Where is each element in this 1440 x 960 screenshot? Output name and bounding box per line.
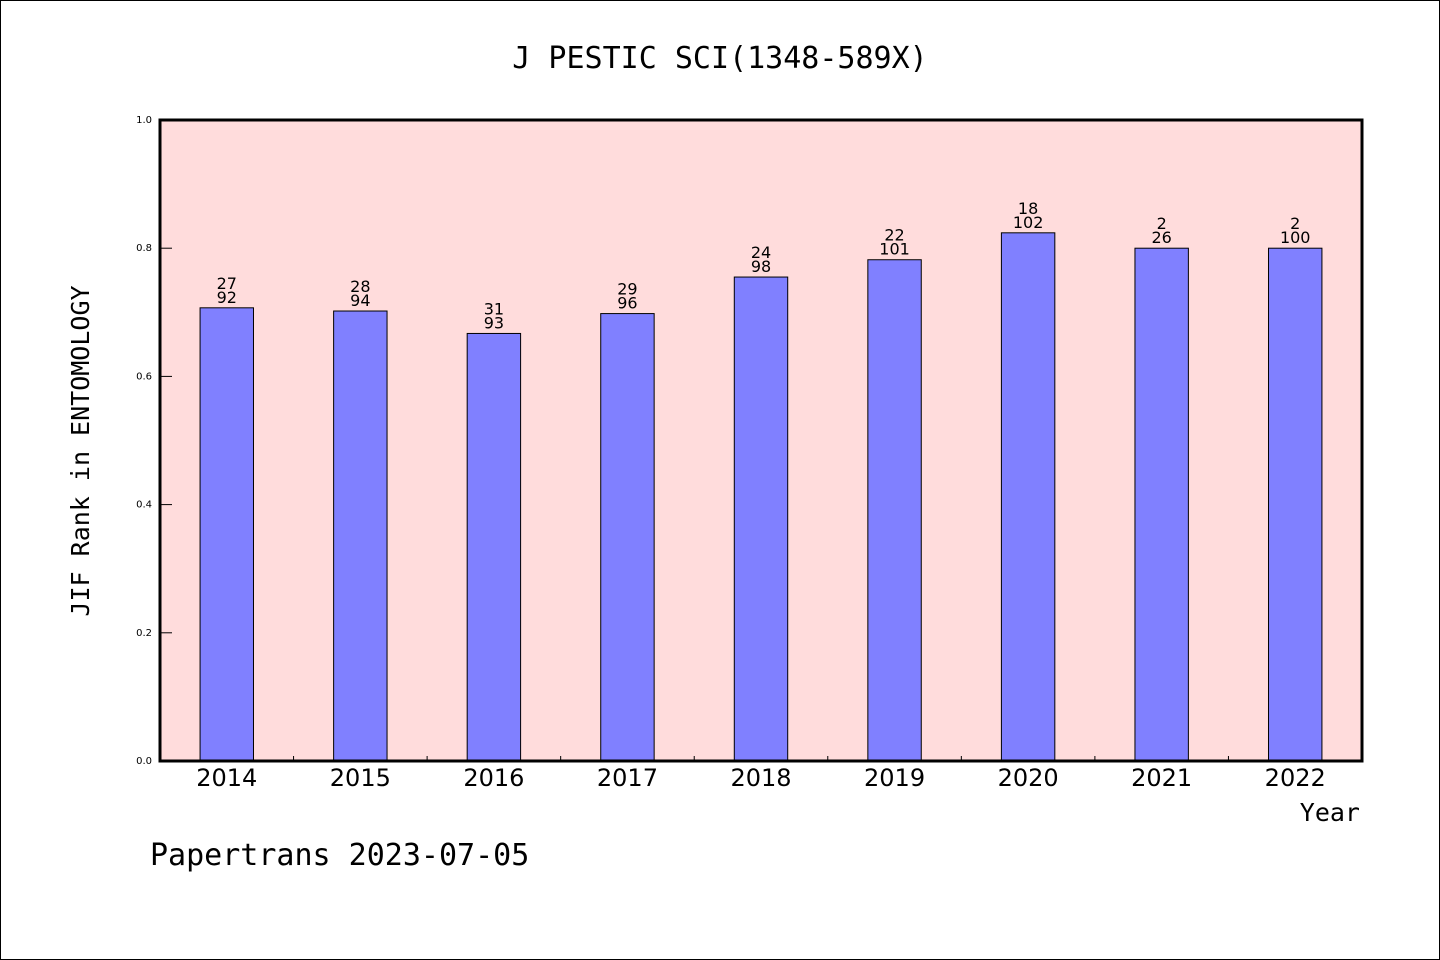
bar-total-label: 26 (1151, 228, 1171, 247)
y-tick-label: 0.0 (136, 756, 152, 767)
bar-rank-label: 22 (884, 226, 904, 245)
bar-2019 (867, 259, 922, 762)
bar-total-label: 94 (350, 291, 370, 310)
bar-rank-label: 31 (484, 299, 504, 318)
bar-rank-label: 24 (751, 243, 771, 262)
x-axis: 2014 2015 2016 2017 2018 2019 2020 2021 2022 (196, 756, 1326, 792)
y-axis-label: JIF Rank in ENTOMOLOGY (66, 285, 95, 616)
y-tick-label: 1.0 (136, 115, 152, 126)
x-tick-label: 2021 (1131, 764, 1192, 792)
bar-2017 (600, 313, 655, 762)
bar-total-label: 101 (879, 240, 910, 259)
plot-border (158, 118, 1364, 763)
x-axis-label: Year (1300, 798, 1360, 827)
x-tick-label: 2017 (597, 764, 658, 792)
x-tick-label: 2016 (463, 764, 524, 792)
footer-watermark: Papertrans 2023-07-05 (150, 838, 529, 873)
bar-rank-label: 28 (350, 277, 370, 296)
bar-2015 (333, 310, 388, 762)
bar-total-label: 96 (617, 294, 637, 313)
x-tick-label: 2019 (864, 764, 925, 792)
bar-2021 (1134, 247, 1189, 762)
bar-2014 (199, 307, 254, 762)
bar-rank-label: 18 (1018, 199, 1038, 218)
bar-total-label: 100 (1280, 228, 1311, 247)
bar-2016 (466, 332, 522, 762)
y-tick-label: 0.4 (136, 500, 152, 511)
x-tick-label: 2020 (998, 764, 1059, 792)
bar-total-label: 102 (1013, 213, 1044, 232)
bar-rank-label: 2 (1157, 214, 1167, 233)
bar-total-label: 92 (217, 288, 237, 307)
chart-title: J PESTIC SCI(1348-589X) (512, 41, 927, 76)
x-tick-label: 2015 (330, 764, 391, 792)
x-tick-label: 2022 (1265, 764, 1326, 792)
bar-2022 (1268, 247, 1323, 762)
y-tick-label: 0.6 (136, 371, 152, 382)
y-tick-label: 0.2 (136, 628, 152, 639)
bar-total-label: 93 (484, 313, 504, 332)
bar-total-label: 98 (751, 257, 771, 276)
bar-rank-label: 27 (217, 274, 237, 293)
bar-2018 (733, 276, 789, 762)
x-tick-label: 2014 (196, 764, 257, 792)
x-tick-label: 2018 (730, 764, 791, 792)
bar-rank-label: 2 (1290, 214, 1300, 233)
bar-rank-label: 29 (617, 280, 637, 299)
bar-group (199, 232, 1323, 762)
bar-2020 (1000, 232, 1056, 762)
y-tick-label: 0.8 (136, 243, 152, 254)
